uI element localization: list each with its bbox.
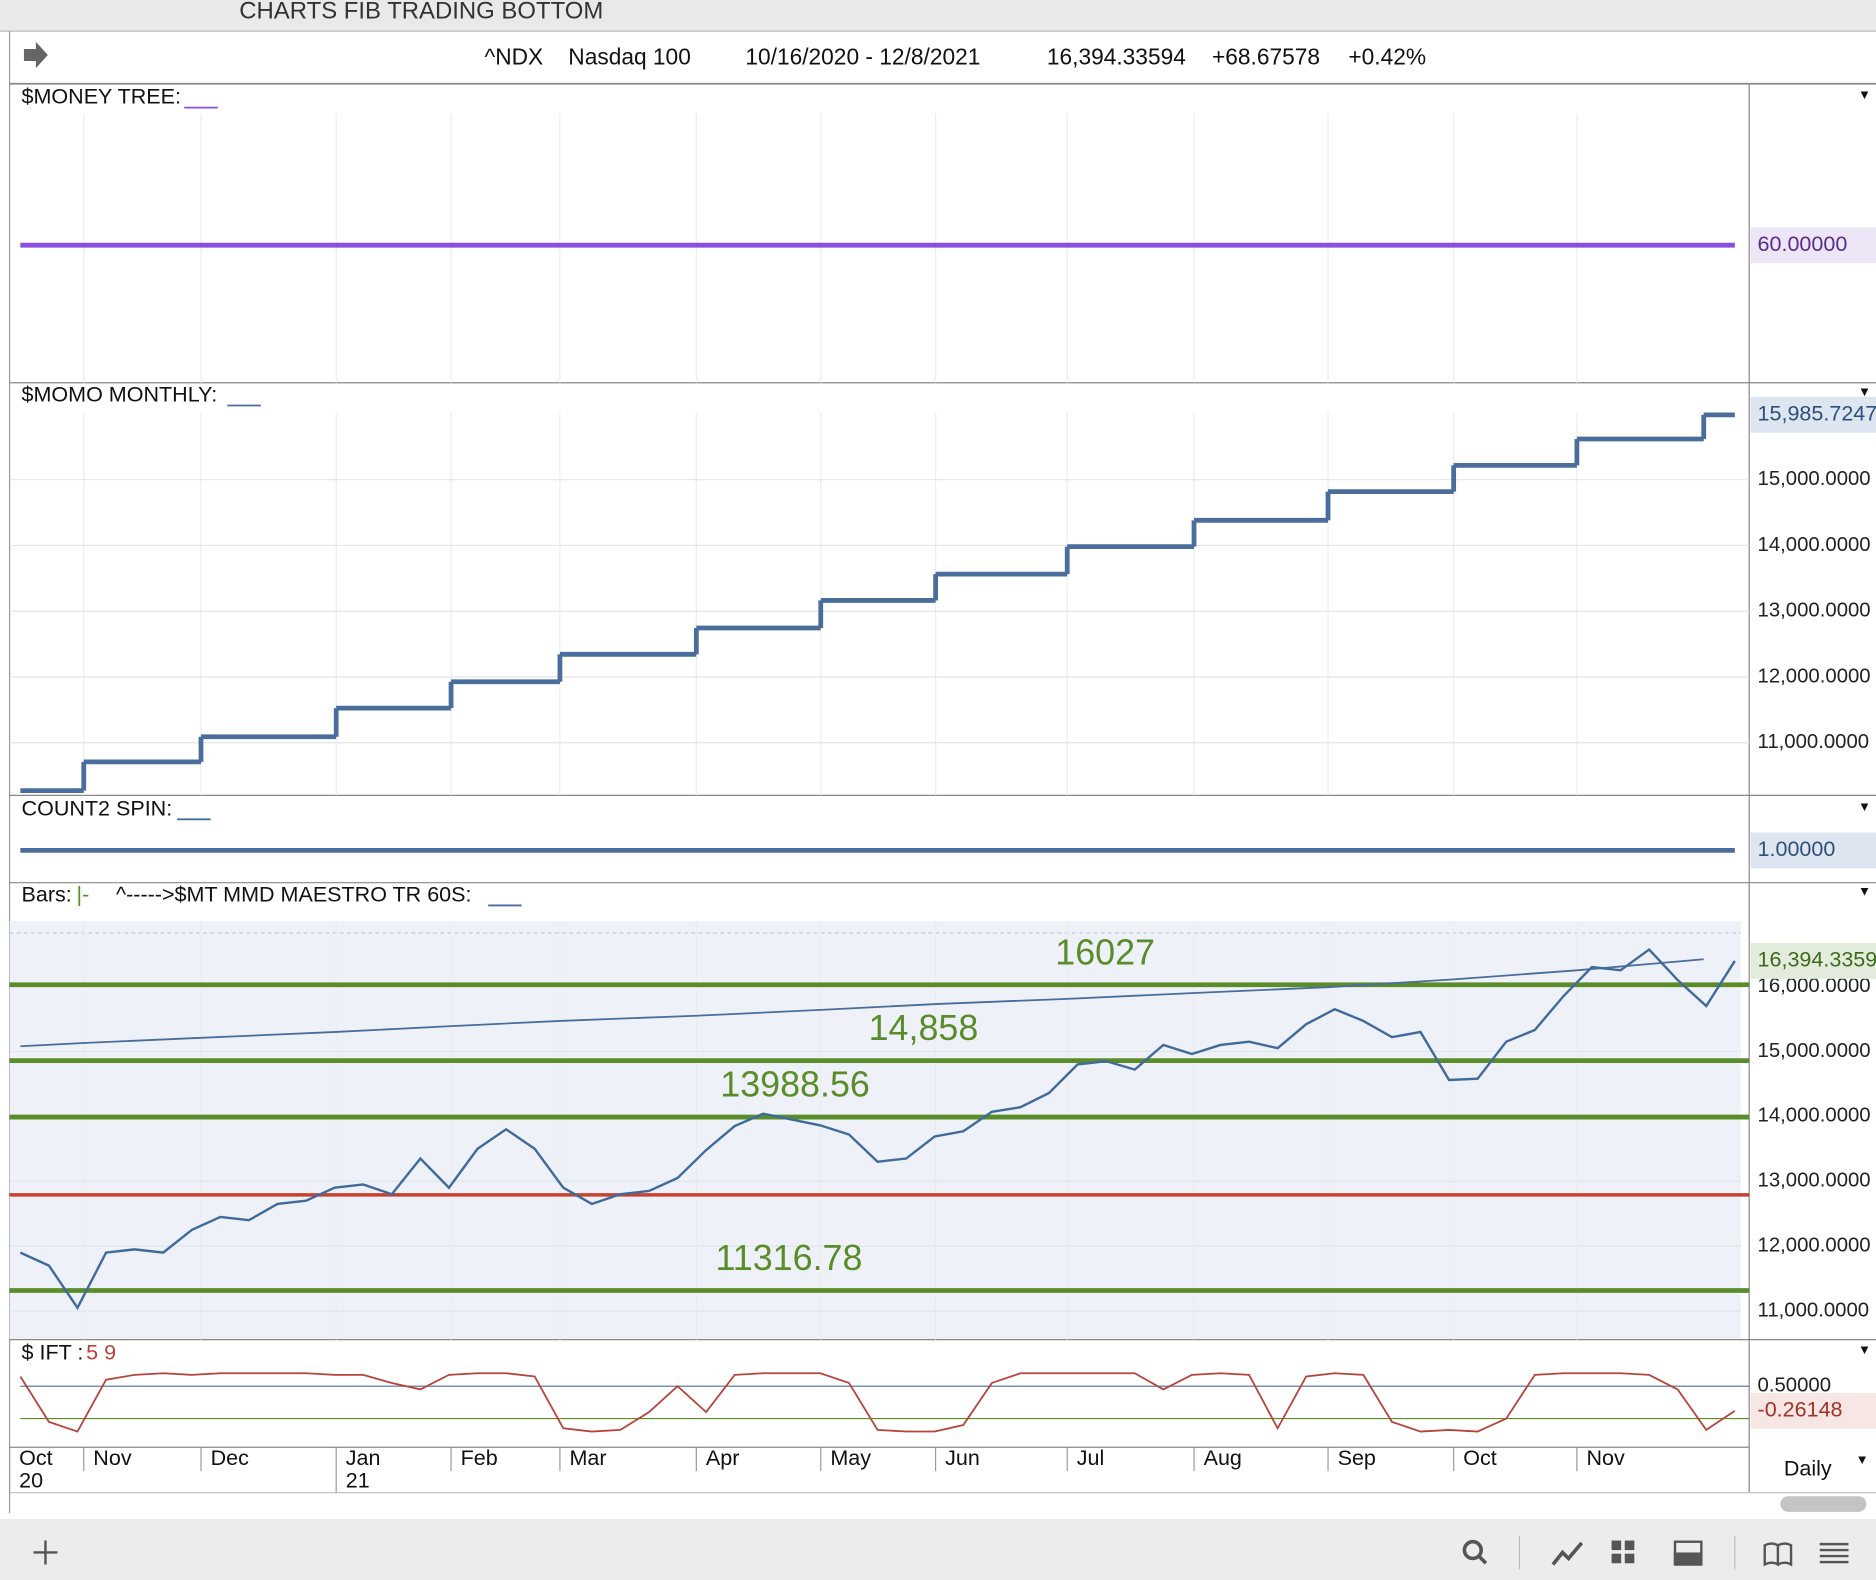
symbol: ^NDX <box>485 44 544 70</box>
ift-tag: -0.26148 <box>1758 1398 1843 1422</box>
x-tick-label: Nov <box>1586 1446 1625 1470</box>
x-tick-label: Dec <box>211 1446 250 1470</box>
study-label: ^----->$MT MMD MAESTRO TR 60S: <box>116 883 471 907</box>
scrollbar[interactable] <box>1780 1496 1867 1512</box>
x-tick-label: Jan <box>346 1446 381 1470</box>
panel-menu[interactable]: ▼ <box>1858 799 1871 814</box>
ift-params: 5 9 <box>86 1341 116 1365</box>
x-tick-label: Oct <box>19 1446 52 1470</box>
panel-label: $ IFT : <box>22 1341 84 1365</box>
price-tag: 16,394.3359 <box>1758 948 1876 972</box>
panel-label: $MOMO MONTHLY: <box>22 383 218 407</box>
y-tick-label: 12,000.0000 <box>1758 1235 1871 1257</box>
panel-menu[interactable]: ▼ <box>1858 884 1871 899</box>
price-line <box>19 947 1736 1311</box>
x-tick-label: May <box>830 1446 871 1470</box>
ift-line <box>19 1372 1736 1433</box>
book-button[interactable] <box>1763 1542 1793 1567</box>
title-bar <box>0 0 1876 32</box>
y-tick-label: 11,000.0000 <box>1758 731 1870 753</box>
level-label: 14,858 <box>869 1008 979 1048</box>
y-tick-label: 13,000.0000 <box>1758 600 1871 622</box>
money-tree-tag: 60.00000 <box>1758 232 1848 256</box>
panel-menu[interactable]: ▼ <box>1858 87 1871 102</box>
x-tick-label: Jul <box>1077 1446 1105 1470</box>
x-tick-label: Sep <box>1338 1446 1376 1470</box>
search-button[interactable] <box>1462 1539 1488 1565</box>
panel-dividers <box>9 382 1876 1494</box>
panel-button[interactable] <box>1673 1540 1703 1566</box>
x-tick-label: Nov <box>93 1446 132 1470</box>
ift-upper-label: 0.50000 <box>1758 1375 1831 1397</box>
last-price: 16,394.33594 <box>1047 44 1186 70</box>
date-range: 10/16/2020 - 12/8/2021 <box>745 44 980 70</box>
bar-style: |- <box>77 883 90 907</box>
moving-average-line <box>20 958 1704 1048</box>
y-tick-label: 14,000.0000 <box>1758 534 1871 556</box>
y-tick-label: 15,000.0000 <box>1758 1040 1871 1062</box>
x-tick-label: Feb <box>461 1446 498 1470</box>
panel-label: COUNT2 SPIN: <box>22 796 173 820</box>
level-label: 11316.78 <box>715 1238 862 1278</box>
count2-tag-bg <box>1750 832 1876 869</box>
symbol-name: Nasdaq 100 <box>568 44 691 70</box>
window-title: CHARTS FIB TRADING BOTTOM <box>239 0 603 24</box>
y-tick-label: 14,000.0000 <box>1758 1105 1871 1127</box>
year-label: 21 <box>346 1469 370 1493</box>
x-tick-label: Oct <box>1463 1446 1496 1470</box>
draw-button[interactable] <box>1551 1541 1584 1566</box>
toolbar <box>0 1519 1876 1580</box>
level-label: 16027 <box>1055 932 1155 972</box>
x-tick-label: Apr <box>706 1446 739 1470</box>
momo-tag: 15,985.7247 <box>1758 402 1876 426</box>
year-label: 20 <box>19 1469 43 1493</box>
add-button[interactable] <box>33 1540 58 1565</box>
x-tick-label: Mar <box>569 1446 606 1470</box>
y-tick-label: 15,000.0000 <box>1758 468 1871 490</box>
y-tick-label: 13,000.0000 <box>1758 1170 1871 1192</box>
percent-change: +0.42% <box>1348 44 1426 70</box>
ift-tag-bg <box>1750 1392 1876 1429</box>
y-tick-label: 16,000.0000 <box>1758 975 1871 997</box>
money-tree-tag-bg <box>1750 227 1876 264</box>
level-label: 13988.56 <box>720 1065 870 1105</box>
menu-button[interactable] <box>1819 1542 1849 1564</box>
y-tick-label: 11,000.0000 <box>1758 1299 1870 1321</box>
y-tick-label: 12,000.0000 <box>1758 665 1871 687</box>
panel-menu[interactable]: ▼ <box>1858 1342 1871 1357</box>
count2-tag: 1.00000 <box>1758 837 1836 861</box>
period-selector[interactable]: Daily <box>1784 1457 1832 1481</box>
period-menu[interactable]: ▼ <box>1856 1452 1869 1467</box>
x-tick-label: Jun <box>945 1446 980 1470</box>
price-background <box>9 920 1741 1340</box>
panel-label: $MONEY TREE: <box>22 85 181 109</box>
price-tag-bg <box>1750 942 1876 979</box>
change: +68.67578 <box>1212 44 1320 70</box>
arrow-button[interactable] <box>23 41 48 69</box>
x-tick-label: Aug <box>1204 1446 1242 1470</box>
momo-tag-bg <box>1750 396 1876 433</box>
panel-label: Bars: <box>22 883 72 907</box>
panel-menu[interactable]: ▼ <box>1858 384 1871 399</box>
toolbar-icons <box>33 1539 1849 1567</box>
layout-button[interactable] <box>1611 1540 1635 1564</box>
